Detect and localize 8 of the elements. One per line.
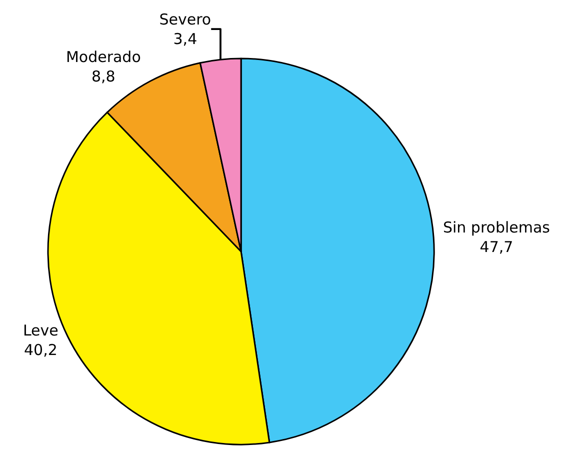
data-label: 47,7 — [480, 238, 514, 256]
slice-label: Moderado — [66, 48, 141, 66]
data-label: 3,4 — [173, 30, 198, 48]
slice-label: Leve — [22, 322, 58, 340]
slice-label: Severo — [159, 10, 212, 28]
data-label: 40,2 — [24, 341, 58, 360]
data-label: 8,8 — [91, 67, 116, 86]
slice-label: Sin problemas — [442, 218, 550, 236]
